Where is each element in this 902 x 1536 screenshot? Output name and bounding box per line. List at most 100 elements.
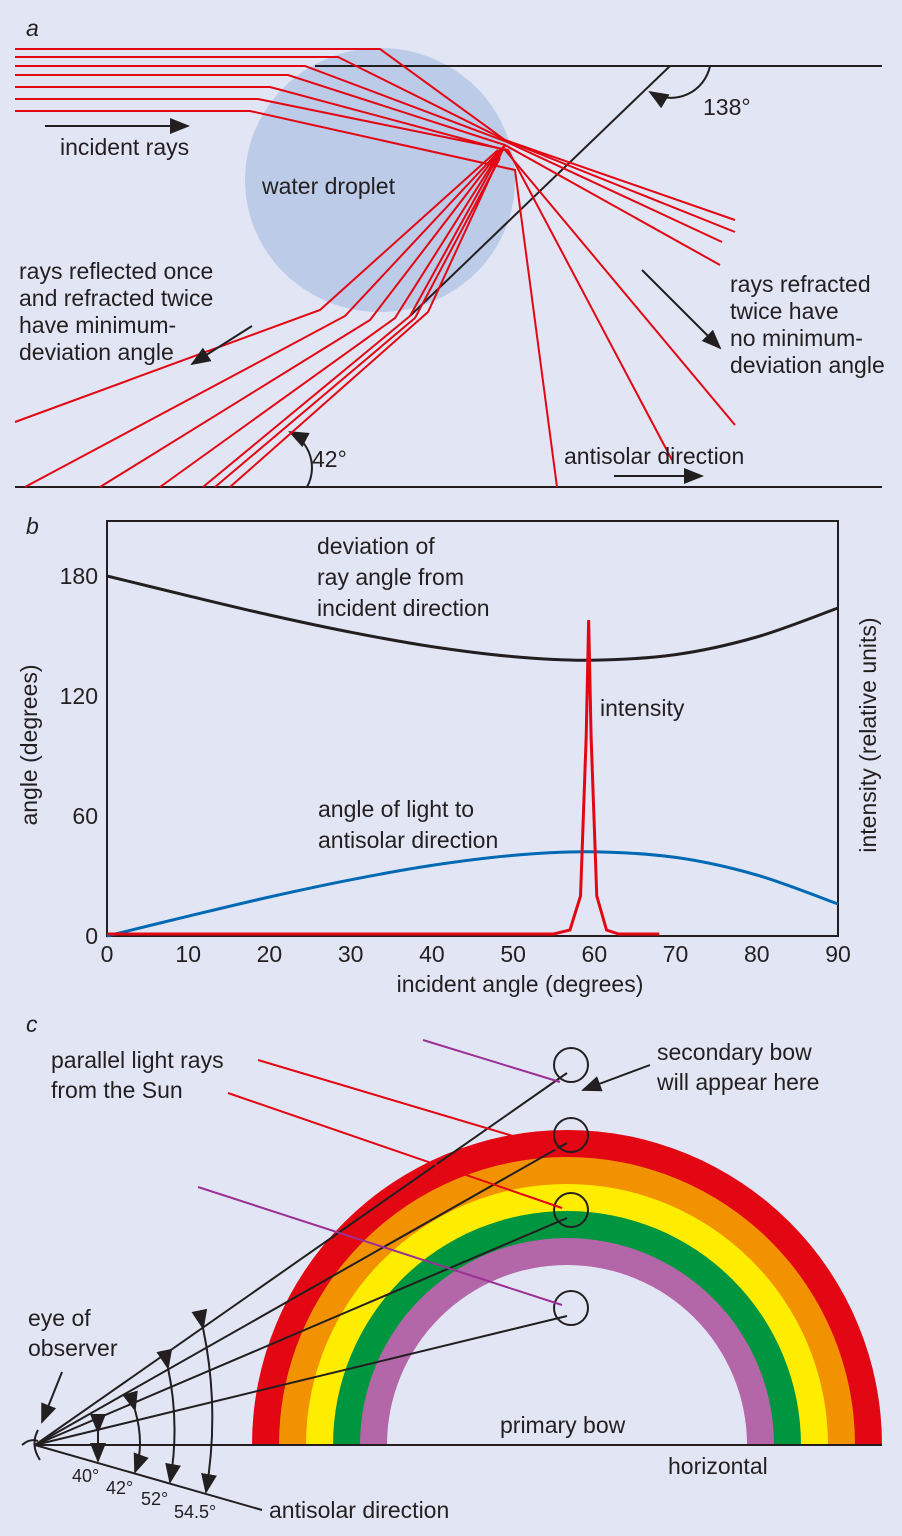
label-line: deviation angle bbox=[19, 339, 174, 365]
light-ray bbox=[159, 146, 504, 488]
x-tick-label: 0 bbox=[101, 941, 114, 967]
eye-icon bbox=[21, 1429, 41, 1461]
raindrop bbox=[553, 1047, 589, 1083]
sun-rays-label: from the Sun bbox=[51, 1077, 183, 1103]
refracted-label: rays refracted twice have no minimum- de… bbox=[730, 271, 885, 378]
x-tick-label: 60 bbox=[582, 941, 608, 967]
series-line bbox=[107, 619, 660, 936]
y-tick-label: 180 bbox=[60, 563, 98, 589]
antisolar-label-c: antisolar direction bbox=[269, 1497, 449, 1523]
reflected-arrow bbox=[190, 325, 253, 366]
x-tick-label: 30 bbox=[338, 941, 364, 967]
y-tick-label: 0 bbox=[85, 923, 98, 949]
y-tick-label: 120 bbox=[60, 683, 98, 709]
intensity-label: intensity bbox=[600, 695, 685, 721]
angle-54-label: 54.5° bbox=[174, 1502, 216, 1522]
x-tick-label: 20 bbox=[257, 941, 283, 967]
incident-rays-label: incident rays bbox=[60, 134, 189, 160]
angle-42-arc bbox=[288, 431, 313, 488]
light-ray bbox=[15, 65, 723, 243]
x-tick-label: 90 bbox=[825, 941, 851, 967]
label-line: deviation angle bbox=[730, 352, 885, 378]
light-ray bbox=[214, 157, 501, 488]
panel-letter-b: b bbox=[26, 513, 39, 539]
label-line: rays refracted bbox=[730, 271, 871, 297]
plot-frame bbox=[106, 520, 839, 937]
angle-52-label: 52° bbox=[141, 1489, 168, 1509]
light-ray bbox=[15, 48, 736, 221]
light-ray bbox=[15, 86, 736, 426]
light-ray bbox=[202, 145, 505, 488]
label-line: have minimum- bbox=[19, 312, 176, 338]
x-tick-label: 40 bbox=[419, 941, 445, 967]
light-ray bbox=[14, 149, 499, 423]
angle-42-label: 42° bbox=[312, 446, 347, 472]
raindrop bbox=[553, 1290, 589, 1326]
panel-b: b 0 10 20 30 40 50 60 70 80 90 0 60 120 180 angle (de… bbox=[16, 513, 881, 997]
antisolar-curve-label: antisolar direction bbox=[318, 827, 498, 853]
y-tick-label: 60 bbox=[72, 803, 98, 829]
sight-line bbox=[34, 1072, 568, 1446]
x-axis-label: incident angle (degrees) bbox=[397, 971, 644, 997]
antisolar-curve-label: angle of light to bbox=[318, 796, 474, 822]
light-ray bbox=[15, 56, 736, 233]
secondary-arrow bbox=[581, 1064, 651, 1092]
deviation-label: incident direction bbox=[317, 595, 490, 621]
raindrop bbox=[553, 1192, 589, 1228]
label-line: rays reflected once bbox=[19, 258, 213, 284]
sun-ray bbox=[257, 1059, 561, 1151]
primary-bow bbox=[252, 1130, 882, 1445]
x-tick-label: 70 bbox=[663, 941, 689, 967]
droplet-label: water droplet bbox=[261, 173, 396, 199]
x-tick-label: 80 bbox=[744, 941, 770, 967]
series-line bbox=[106, 574, 839, 662]
label-line: twice have bbox=[730, 298, 839, 324]
label-line: and refracted twice bbox=[19, 285, 213, 311]
label-line: no minimum- bbox=[730, 325, 863, 351]
secondary-label: secondary bow bbox=[657, 1039, 812, 1065]
series-line bbox=[106, 850, 839, 938]
angle-54-arrow bbox=[191, 1308, 217, 1494]
refracted-arrow bbox=[641, 269, 722, 350]
axis-ticks: 0 10 20 30 40 50 60 70 80 90 0 60 120 180 bbox=[60, 563, 851, 967]
angle-42-arrow bbox=[122, 1390, 149, 1474]
light-ray bbox=[15, 110, 558, 488]
x-tick-label: 50 bbox=[500, 941, 526, 967]
secondary-label: will appear here bbox=[656, 1069, 819, 1095]
sun-ray bbox=[422, 1039, 561, 1083]
sun-rays-label: parallel light rays bbox=[51, 1047, 224, 1073]
sun-ray bbox=[197, 1186, 563, 1306]
light-ray bbox=[24, 149, 501, 488]
raindrop bbox=[553, 1117, 589, 1153]
ray-bundle bbox=[14, 48, 736, 488]
water-droplet bbox=[245, 48, 515, 312]
x-tick-label: 10 bbox=[175, 941, 201, 967]
deviation-label: ray angle from bbox=[317, 564, 464, 590]
eye-arrow bbox=[41, 1371, 63, 1424]
panel-a: a incident rays water droplet 138° 42° a… bbox=[14, 15, 885, 488]
panel-c: c 40° 42° 52° 54.5° parallel light rays … bbox=[21, 1011, 882, 1523]
y-axis-label: angle (degrees) bbox=[16, 664, 42, 825]
angle-138-label: 138° bbox=[703, 94, 751, 120]
angle-40-label: 40° bbox=[72, 1466, 99, 1486]
light-ray bbox=[229, 144, 506, 488]
primary-bow-label: primary bow bbox=[500, 1412, 626, 1438]
horizontal-label: horizontal bbox=[668, 1453, 768, 1479]
light-ray bbox=[15, 98, 673, 461]
eye-label: eye of bbox=[28, 1305, 91, 1331]
reflected-label: rays reflected once and refracted twice … bbox=[19, 258, 213, 365]
sun-ray bbox=[227, 1092, 563, 1209]
curves bbox=[106, 574, 839, 938]
angle-42-label: 42° bbox=[106, 1478, 133, 1498]
deviation-label: deviation of bbox=[317, 533, 435, 559]
eye-label: observer bbox=[28, 1335, 118, 1361]
light-ray bbox=[15, 74, 721, 266]
panel-letter-c: c bbox=[26, 1011, 38, 1037]
y-axis-right-label: intensity (relative units) bbox=[855, 617, 881, 852]
panel-letter-a: a bbox=[26, 15, 39, 41]
light-ray bbox=[99, 147, 503, 488]
angle-52-arrow bbox=[156, 1348, 181, 1484]
angle-138-arc bbox=[648, 65, 711, 109]
antisolar-label: antisolar direction bbox=[564, 443, 744, 469]
